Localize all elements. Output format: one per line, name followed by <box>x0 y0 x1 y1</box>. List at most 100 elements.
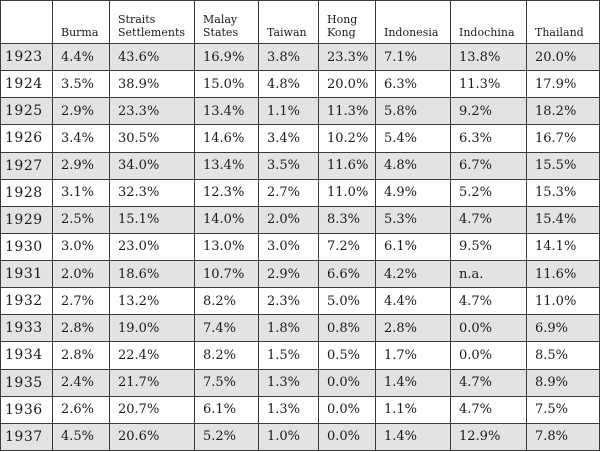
header-cell-taiwan: Taiwan <box>258 0 319 44</box>
value-cell: 4.8% <box>375 151 451 180</box>
value-cell: 1.7% <box>375 341 451 370</box>
value-cell: 9.2% <box>450 97 527 126</box>
header-cell-burma: Burma <box>52 0 110 44</box>
value-cell: 11.6% <box>526 259 600 289</box>
table-row: 1923 4.4% 43.6% 16.9% 3.8% 23.3% 7.1% 13.8% 20.0… <box>0 42 600 72</box>
value-cell: 1.3% <box>258 395 319 424</box>
value-cell: 6.6% <box>318 259 376 289</box>
table-row: 1931 2.0% 18.6% 10.7% 2.9% 6.6% 4.2% n.a. 11.6% <box>0 259 600 289</box>
value-cell: n.a. <box>450 259 527 289</box>
value-cell: 22.4% <box>109 341 195 370</box>
table-row: 1924 3.5% 38.9% 15.0% 4.8% 20.0% 6.3% 11.3% 17.9… <box>0 70 600 99</box>
value-cell: 4.7% <box>450 205 527 234</box>
year-cell: 1932 <box>0 287 53 316</box>
value-cell: 3.0% <box>258 232 319 262</box>
value-cell: 10.7% <box>194 259 259 289</box>
value-cell: 0.5% <box>318 341 376 370</box>
year-cell: 1928 <box>0 178 53 207</box>
value-cell: 7.4% <box>194 314 259 343</box>
header-cell-hong-kong: Hong Kong <box>318 0 376 44</box>
value-cell: 13.2% <box>109 287 195 316</box>
value-cell: 4.9% <box>375 178 451 207</box>
table-row: 1929 2.5% 15.1% 14.0% 2.0% 8.3% 5.3% 4.7% 15.4% <box>0 205 600 234</box>
value-cell: 15.1% <box>109 205 195 234</box>
value-cell: 1.5% <box>258 341 319 370</box>
value-cell: 13.4% <box>194 97 259 126</box>
value-cell: 4.7% <box>450 395 527 424</box>
value-cell: 2.8% <box>375 314 451 343</box>
value-cell: 13.8% <box>450 42 527 72</box>
value-cell: 20.0% <box>526 42 600 72</box>
value-cell: 2.7% <box>258 178 319 207</box>
year-cell: 1934 <box>0 341 53 370</box>
value-cell: 14.1% <box>526 232 600 262</box>
year-cell: 1926 <box>0 124 53 153</box>
header-row: Burma Straits Settlements Malay States T… <box>0 0 600 44</box>
value-cell: 11.3% <box>318 97 376 126</box>
value-cell: 34.0% <box>109 151 195 180</box>
value-cell: 6.7% <box>450 151 527 180</box>
year-cell: 1933 <box>0 314 53 343</box>
value-cell: 7.1% <box>375 42 451 72</box>
value-cell: 3.0% <box>52 232 110 262</box>
value-cell: 1.4% <box>375 422 451 452</box>
table-row: 1927 2.9% 34.0% 13.4% 3.5% 11.6% 4.8% 6.7% 15.5% <box>0 151 600 180</box>
value-cell: 20.0% <box>318 70 376 99</box>
value-cell: 3.5% <box>258 151 319 180</box>
value-cell: 2.5% <box>52 205 110 234</box>
value-cell: 8.2% <box>194 287 259 316</box>
value-cell: 8.3% <box>318 205 376 234</box>
header-cell-corner <box>0 0 53 44</box>
value-cell: 16.9% <box>194 42 259 72</box>
header-cell-malay-states: Malay States <box>194 0 259 44</box>
year-cell: 1924 <box>0 70 53 99</box>
value-cell: 11.0% <box>526 287 600 316</box>
value-cell: 3.4% <box>258 124 319 153</box>
value-cell: 20.6% <box>109 422 195 452</box>
value-cell: 2.7% <box>52 287 110 316</box>
value-cell: 11.3% <box>450 70 527 99</box>
value-cell: 20.7% <box>109 395 195 424</box>
value-cell: 2.0% <box>258 205 319 234</box>
value-cell: 9.5% <box>450 232 527 262</box>
value-cell: 19.0% <box>109 314 195 343</box>
value-cell: 1.8% <box>258 314 319 343</box>
value-cell: 4.7% <box>450 368 527 397</box>
value-cell: 5.8% <box>375 97 451 126</box>
value-cell: 7.5% <box>526 395 600 424</box>
value-cell: 0.0% <box>318 422 376 452</box>
value-cell: 4.4% <box>52 42 110 72</box>
value-cell: 5.4% <box>375 124 451 153</box>
value-cell: 1.3% <box>258 368 319 397</box>
table-row: 1934 2.8% 22.4% 8.2% 1.5% 0.5% 1.7% 0.0% 8.5% <box>0 341 600 370</box>
value-cell: 15.3% <box>526 178 600 207</box>
value-cell: 15.4% <box>526 205 600 234</box>
year-cell: 1923 <box>0 42 53 72</box>
table-row: 1925 2.9% 23.3% 13.4% 1.1% 11.3% 5.8% 9.2% 18.2% <box>0 97 600 126</box>
value-cell: 2.4% <box>52 368 110 397</box>
header-cell-straits-settlements: Straits Settlements <box>109 0 195 44</box>
value-cell: 11.6% <box>318 151 376 180</box>
year-cell: 1930 <box>0 232 53 262</box>
value-cell: 15.0% <box>194 70 259 99</box>
value-cell: 3.1% <box>52 178 110 207</box>
value-cell: 8.2% <box>194 341 259 370</box>
value-cell: 13.0% <box>194 232 259 262</box>
value-cell: 0.0% <box>450 314 527 343</box>
value-cell: 4.7% <box>450 287 527 316</box>
value-cell: 32.3% <box>109 178 195 207</box>
value-cell: 4.4% <box>375 287 451 316</box>
header-cell-indonesia: Indonesia <box>375 0 451 44</box>
table-row: 1937 4.5% 20.6% 5.2% 1.0% 0.0% 1.4% 12.9% 7.8% <box>0 422 600 452</box>
header-cell-thailand: Thailand <box>526 0 600 44</box>
table-row: 1932 2.7% 13.2% 8.2% 2.3% 5.0% 4.4% 4.7% 11.0% <box>0 287 600 316</box>
value-cell: 2.0% <box>52 259 110 289</box>
value-cell: 23.0% <box>109 232 195 262</box>
value-cell: 4.8% <box>258 70 319 99</box>
year-cell: 1936 <box>0 395 53 424</box>
value-cell: 4.5% <box>52 422 110 452</box>
value-cell: 18.6% <box>109 259 195 289</box>
value-cell: 5.2% <box>450 178 527 207</box>
value-cell: 1.4% <box>375 368 451 397</box>
value-cell: 5.2% <box>194 422 259 452</box>
